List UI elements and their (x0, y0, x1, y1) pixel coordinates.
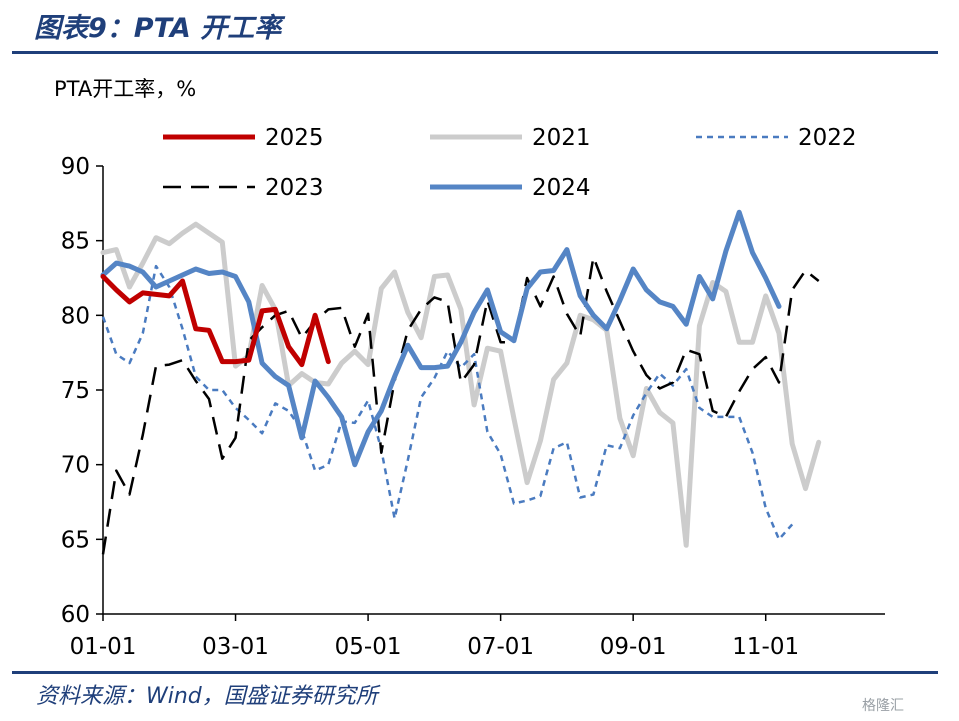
legend: 2025 2021 2022 2023 2024 (163, 125, 857, 201)
y-tick-label: 70 (61, 453, 90, 479)
y-tick-label: 85 (61, 229, 90, 255)
watermark: 格隆汇 (862, 698, 904, 714)
chart-title: 图表9：PTA 开工率 (34, 13, 282, 44)
legend-label-2023: 2023 (265, 175, 324, 201)
legend-label-2025: 2025 (265, 125, 324, 151)
legend-label-2022: 2022 (798, 125, 857, 151)
series-line-2024 (100, 209, 782, 468)
y-axis-label: PTA开工率，% (54, 77, 196, 101)
legend-label-2021: 2021 (532, 125, 591, 151)
x-tick-label: 01-01 (70, 634, 137, 660)
y-tick-label: 80 (61, 303, 90, 329)
series-line-2022 (101, 264, 794, 541)
series-line-2023 (101, 255, 820, 555)
source-note: 资料来源：Wind，国盛证券研究所 (36, 684, 378, 709)
series-line-2025 (100, 274, 331, 368)
line-chart: PTA开工率，% 2025 2021 2022 2023 2024 60 65 70 75 80… (54, 77, 885, 660)
footer-rule (12, 671, 938, 674)
series-layer (100, 209, 822, 555)
legend-label-2024: 2024 (532, 175, 591, 201)
y-tick-label: 90 (61, 154, 90, 180)
x-tick-label: 03-01 (202, 634, 269, 660)
y-tick-label: 75 (61, 378, 90, 404)
x-tick-label: 11-01 (732, 634, 799, 660)
y-tick-label: 60 (61, 602, 90, 628)
x-tick-label: 07-01 (467, 634, 534, 660)
y-tick-label: 65 (61, 527, 90, 553)
x-tick-label: 05-01 (335, 634, 402, 660)
axes: 60 65 70 75 80 85 90 01-01 03-01 05-01 07-01 09-01 1… (61, 154, 885, 660)
series-line-2021 (100, 221, 822, 548)
title-rule (12, 51, 938, 54)
x-tick-label: 09-01 (600, 634, 667, 660)
